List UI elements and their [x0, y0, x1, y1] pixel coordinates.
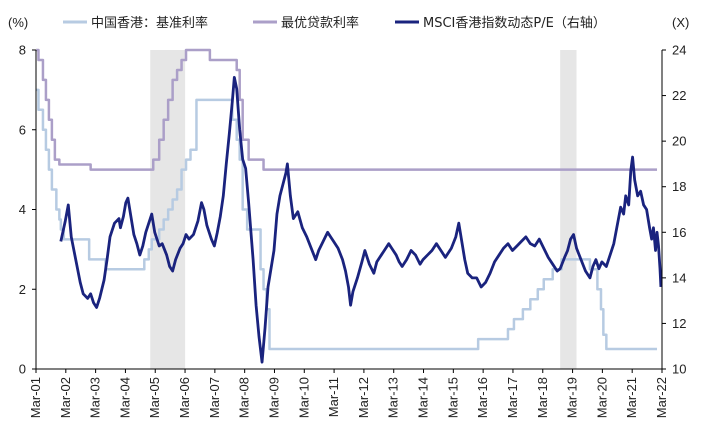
legend-label-prime-rate: 最优贷款利率 — [281, 15, 359, 31]
right-tick-label: 18 — [672, 179, 686, 194]
x-tick-label: Mar-12 — [356, 377, 371, 418]
left-axis-ticks: 0 2 4 6 8 — [19, 43, 36, 377]
legend-label-pe: MSCI香港指数动态P/E（右轴） — [423, 16, 606, 31]
x-tick-label: Mar-16 — [475, 377, 490, 418]
x-axis-ticks: Mar-01 Mar-02 Mar-03 Mar-04 Mar-05 Mar-06 Mar-… — [28, 369, 669, 418]
right-tick-label: 12 — [672, 316, 686, 331]
x-tick-label: Mar-10 — [296, 377, 311, 418]
right-tick-label: 22 — [672, 88, 686, 103]
x-tick-label: Mar-11 — [326, 377, 341, 417]
right-axis-ticks: 10 12 14 16 18 20 22 24 — [662, 43, 686, 377]
x-tick-label: Mar-21 — [624, 377, 639, 418]
legend: 中国香港：基准利率 最优贷款利率 MSCI香港指数动态P/E（右轴） — [63, 15, 606, 31]
x-tick-label: Mar-19 — [565, 377, 580, 418]
right-axis-unit: (X) — [672, 15, 689, 30]
x-tick-label: Mar-18 — [535, 377, 550, 418]
x-tick-label: Mar-13 — [386, 377, 401, 418]
legend-label-base-rate: 中国香港：基准利率 — [91, 15, 208, 31]
x-tick-label: Mar-20 — [594, 377, 609, 418]
recession-shading — [150, 50, 577, 369]
left-tick-label: 8 — [19, 43, 26, 58]
left-tick-label: 4 — [19, 202, 26, 217]
x-tick-label: Mar-05 — [147, 377, 162, 418]
x-tick-label: Mar-04 — [117, 377, 132, 418]
x-tick-label: Mar-07 — [207, 377, 222, 418]
x-tick-label: Mar-09 — [266, 377, 281, 418]
shaded-period-1 — [560, 50, 577, 369]
left-tick-label: 0 — [19, 362, 26, 377]
legend-item-prime-rate: 最优贷款利率 — [253, 15, 359, 31]
x-tick-label: Mar-01 — [28, 377, 43, 418]
legend-item-pe: MSCI香港指数动态P/E（右轴） — [395, 16, 606, 31]
right-tick-label: 20 — [672, 134, 686, 149]
right-tick-label: 10 — [672, 362, 686, 377]
x-tick-label: Mar-02 — [58, 377, 73, 418]
x-tick-label: Mar-15 — [445, 377, 460, 418]
left-axis-unit: (%) — [8, 15, 28, 30]
x-tick-label: Mar-08 — [237, 377, 252, 418]
series-prime-rate — [36, 48, 658, 171]
x-tick-label: Mar-22 — [654, 377, 669, 418]
right-tick-label: 16 — [672, 225, 686, 240]
x-tick-label: Mar-17 — [505, 377, 520, 418]
series-lines — [36, 48, 663, 364]
x-tick-label: Mar-03 — [88, 377, 103, 418]
left-tick-label: 2 — [19, 282, 26, 297]
left-tick-label: 6 — [19, 122, 26, 137]
series-pe-ratio — [59, 75, 663, 364]
right-tick-label: 24 — [672, 43, 686, 58]
legend-item-base-rate: 中国香港：基准利率 — [63, 15, 208, 31]
x-tick-label: Mar-06 — [177, 377, 192, 418]
right-tick-label: 14 — [672, 270, 686, 285]
x-tick-label: Mar-14 — [416, 377, 431, 418]
